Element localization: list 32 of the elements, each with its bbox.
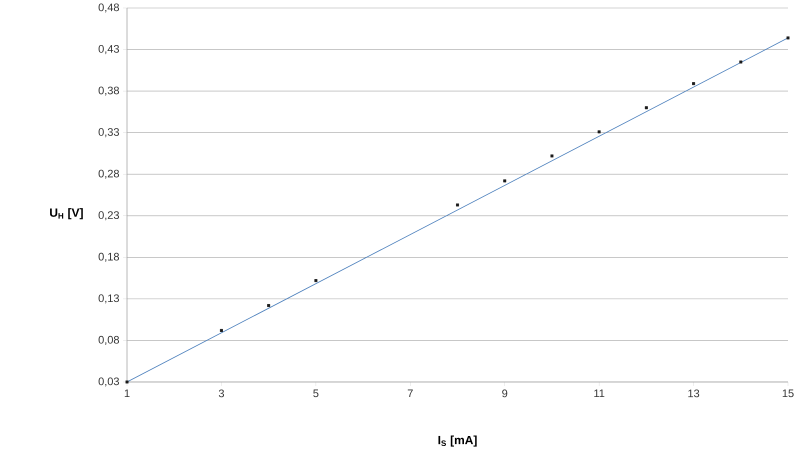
point bbox=[786, 36, 790, 40]
x-tick-label: 15 bbox=[782, 390, 794, 398]
y-tick-label: 0,48 bbox=[98, 3, 119, 13]
point bbox=[598, 130, 601, 134]
point bbox=[739, 60, 742, 64]
x-tick-label: 7 bbox=[408, 390, 413, 398]
point bbox=[267, 304, 270, 308]
x-tick-label: 9 bbox=[502, 390, 508, 398]
y-tick-label: 0,43 bbox=[98, 45, 119, 54]
y-axis-title: U$_{H}$ [V] bbox=[50, 208, 83, 220]
x-axis-title: I$_{S}$ [mA] bbox=[438, 436, 477, 447]
x-tick-label: 11 bbox=[594, 390, 604, 398]
point bbox=[550, 154, 554, 158]
point bbox=[314, 279, 318, 282]
point bbox=[220, 328, 223, 332]
point bbox=[456, 203, 460, 206]
x-tick-label: 5 bbox=[313, 390, 318, 398]
x-tick-label: 13 bbox=[688, 390, 700, 398]
y-tick-label: 0,28 bbox=[98, 170, 119, 179]
x-tick-label: 3 bbox=[218, 390, 224, 398]
point bbox=[126, 380, 129, 384]
y-tick-label: 0,08 bbox=[98, 336, 119, 345]
point bbox=[503, 179, 506, 182]
y-tick-label: 0,03 bbox=[98, 377, 119, 387]
point bbox=[692, 82, 696, 86]
y-tick-label: 0,23 bbox=[98, 211, 119, 220]
y-tick-label: 0,33 bbox=[98, 128, 119, 138]
point bbox=[644, 106, 648, 110]
x-tick-label: 1 bbox=[124, 390, 130, 398]
y-tick-label: 0,18 bbox=[98, 252, 119, 262]
y-tick-label: 0,38 bbox=[98, 86, 119, 96]
y-tick-label: 0,13 bbox=[98, 294, 119, 304]
